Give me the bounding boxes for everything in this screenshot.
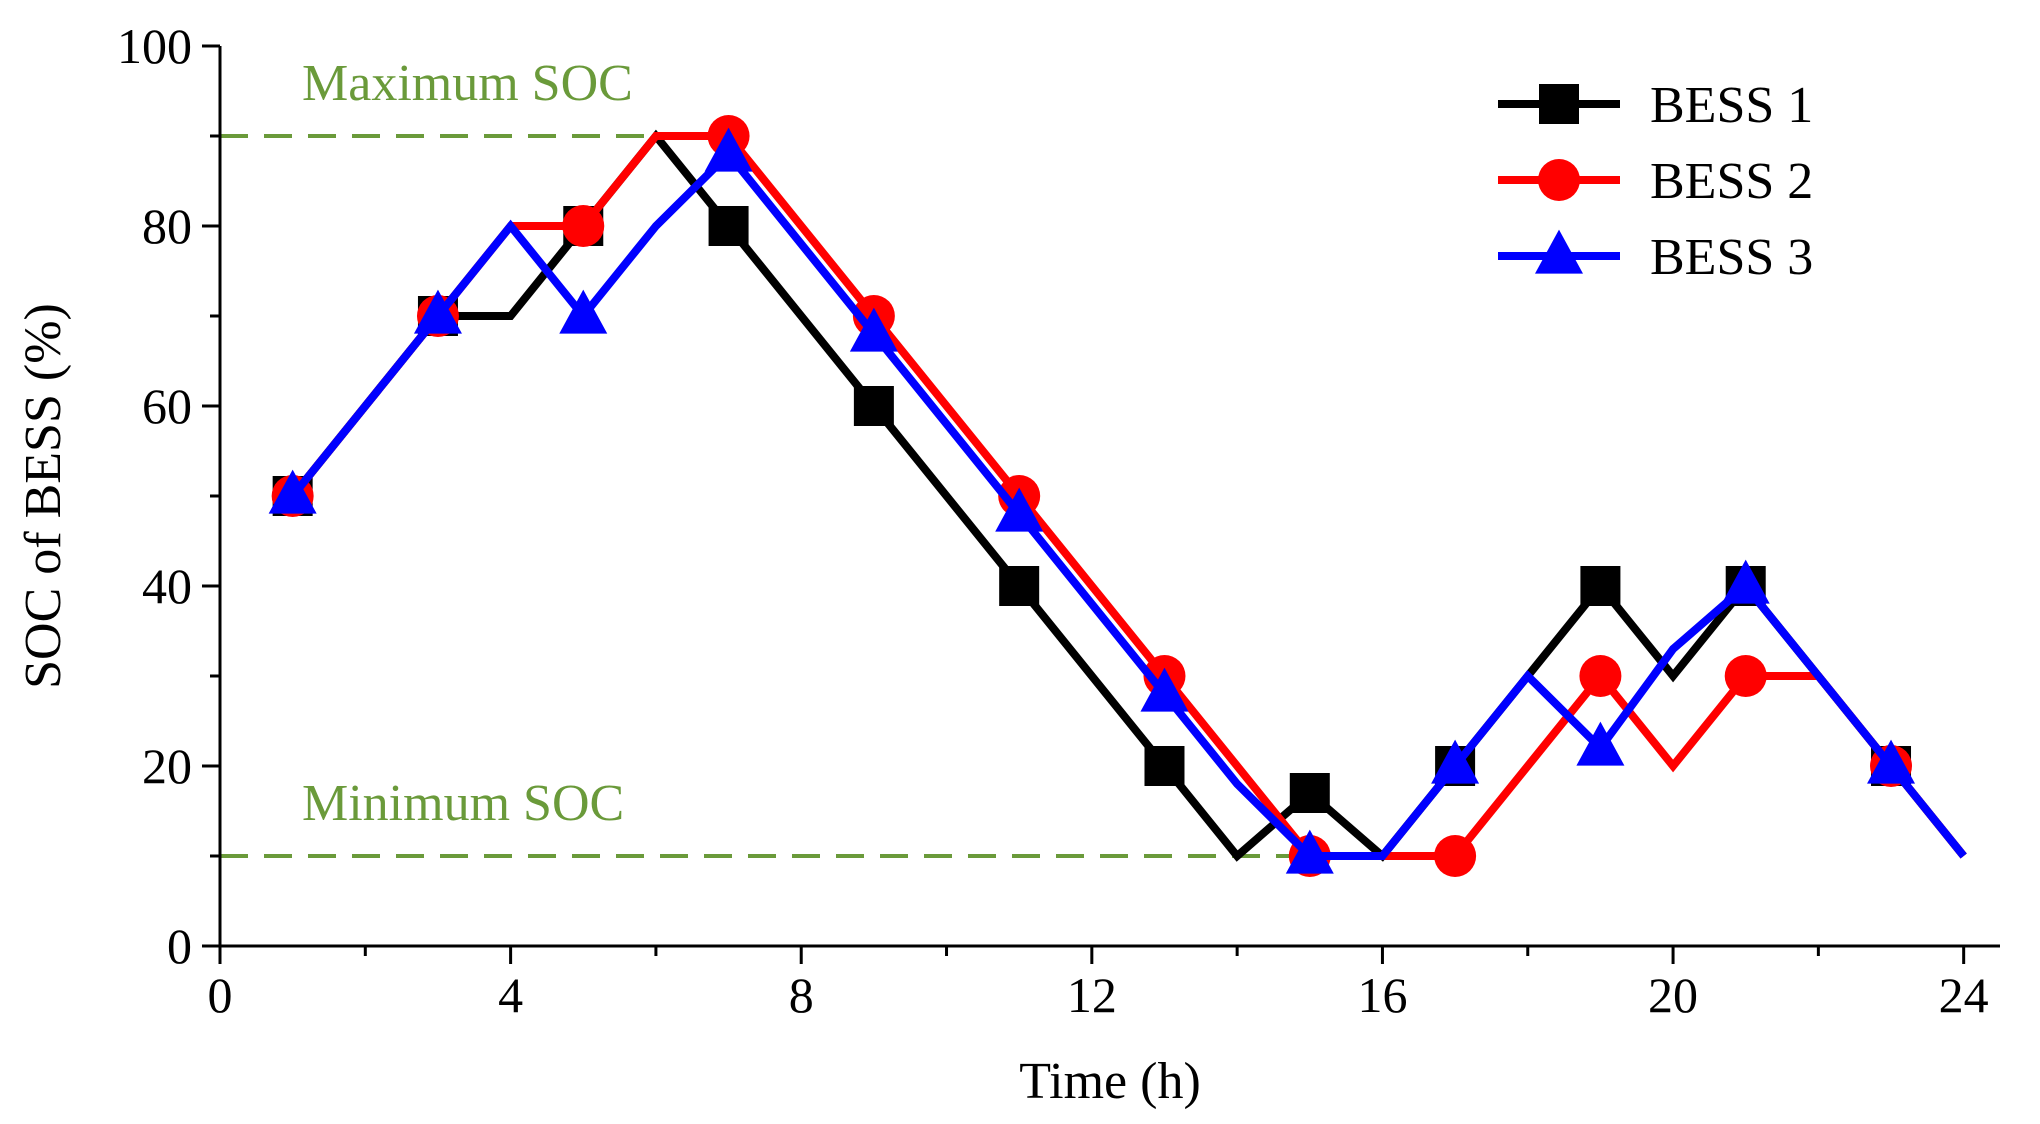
data-point xyxy=(559,289,608,334)
legend-label: BESS 1 xyxy=(1650,77,1813,134)
data-point xyxy=(1721,559,1770,604)
y-tick-label: 80 xyxy=(142,198,192,254)
data-point xyxy=(1580,566,1621,606)
legend-label: BESS 2 xyxy=(1650,153,1813,210)
data-point xyxy=(995,487,1044,532)
y-tick-label: 60 xyxy=(142,378,192,434)
data-point xyxy=(849,307,898,352)
data-point xyxy=(704,127,753,172)
legend-marker xyxy=(1535,229,1583,274)
data-point xyxy=(1579,655,1622,697)
data-point xyxy=(1285,829,1334,874)
data-point xyxy=(1289,773,1330,813)
legend-label: BESS 3 xyxy=(1650,229,1813,286)
data-point xyxy=(413,289,462,334)
data-point xyxy=(268,469,317,514)
reference-line-label: Minimum SOC xyxy=(302,775,624,832)
data-point xyxy=(1434,835,1477,877)
series-bess-3 xyxy=(268,127,1967,874)
x-tick-label: 16 xyxy=(1357,967,1407,1023)
x-tick-label: 20 xyxy=(1648,967,1698,1023)
x-tick-label: 24 xyxy=(1939,967,1989,1023)
reference-line-label: Maximum SOC xyxy=(302,55,633,112)
data-point xyxy=(1576,721,1625,766)
legend-marker xyxy=(1538,159,1580,201)
data-point xyxy=(562,205,605,247)
x-axis-title: Time (h) xyxy=(1019,1053,1201,1110)
x-tick-label: 4 xyxy=(498,967,523,1023)
data-point xyxy=(1867,739,1916,784)
y-tick-label: 0 xyxy=(167,918,192,974)
x-tick-label: 0 xyxy=(208,967,233,1023)
data-point xyxy=(708,206,749,246)
y-axis-title: SOC of BESS (%) xyxy=(15,303,72,689)
data-point xyxy=(853,386,894,426)
legend-marker xyxy=(1539,84,1579,124)
reference-lines: Maximum SOC Minimum SOC xyxy=(220,55,1456,858)
legend: BESS 1 BESS 2 BESS 3 xyxy=(1498,77,1813,286)
x-tick-label: 8 xyxy=(789,967,814,1023)
y-tick-label: 100 xyxy=(117,18,192,74)
series-line xyxy=(289,148,1967,860)
axes: 0 4 8 12 16 20 24 0 20 40 60 80 100 Time (h) SOC of BE… xyxy=(15,18,2000,1110)
data-point xyxy=(1431,739,1480,784)
y-tick-label: 40 xyxy=(142,558,192,614)
x-tick-label: 12 xyxy=(1067,967,1117,1023)
y-tick-label: 20 xyxy=(142,738,192,794)
data-point xyxy=(1140,667,1189,712)
data-point xyxy=(999,566,1040,606)
data-point xyxy=(1144,746,1185,786)
series-layer xyxy=(268,115,1967,877)
data-point xyxy=(1724,655,1767,697)
